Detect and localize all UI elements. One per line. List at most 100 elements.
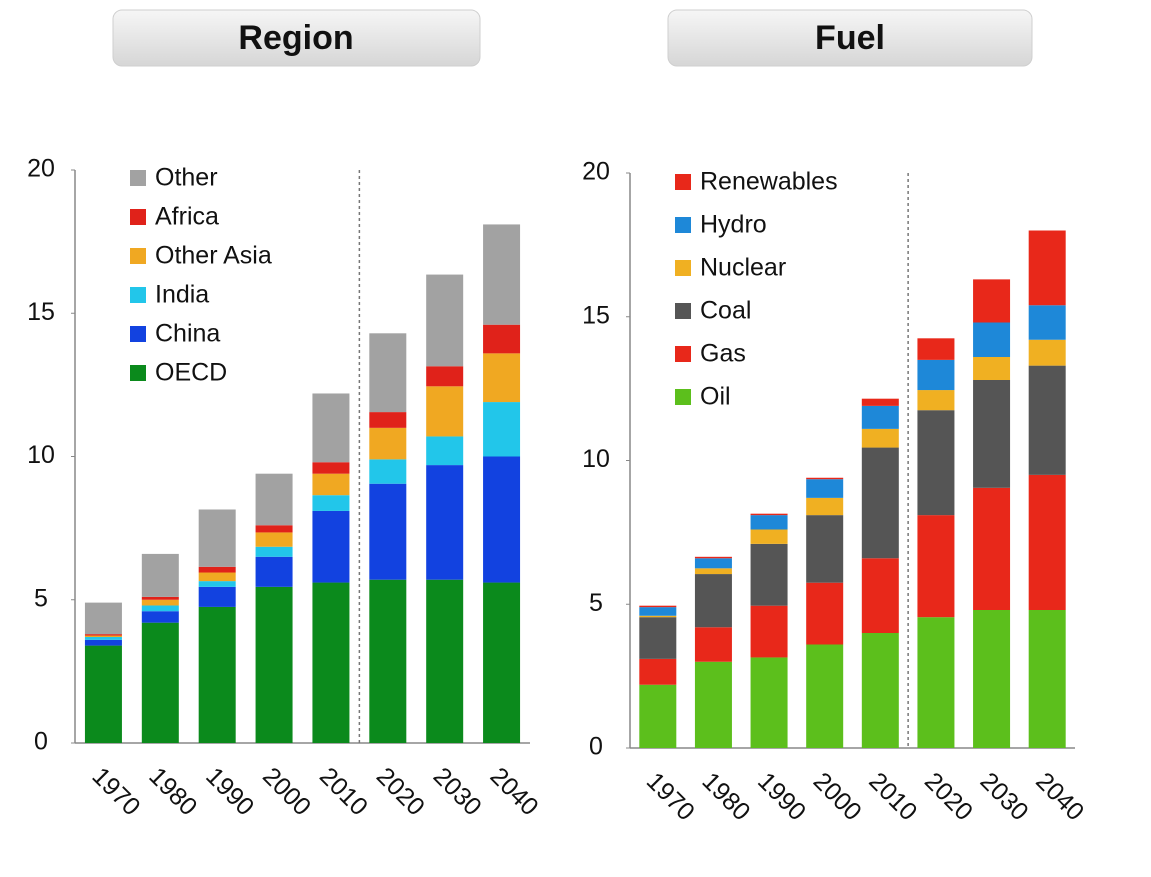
y-tick-label: 10 (582, 445, 610, 473)
bar-segment (84, 634, 122, 636)
x-tick-label: 2000 (257, 762, 316, 821)
chart-title: Region (238, 19, 353, 57)
bar-segment (1028, 610, 1066, 748)
bar-segment (255, 556, 293, 587)
bar-segment (917, 617, 955, 748)
legend-swatch (675, 217, 691, 233)
bar-segment (694, 627, 732, 662)
bar-segment (750, 513, 788, 516)
bar-segment (426, 274, 464, 367)
bar-segment (1028, 339, 1066, 366)
bar-segment (1028, 230, 1066, 306)
bar-segment (198, 509, 236, 567)
bar-segment (806, 497, 844, 516)
bar-segment (255, 525, 293, 533)
legend-label: Hydro (700, 211, 767, 239)
y-tick-label: 15 (27, 298, 55, 326)
x-tick-label: 2010 (314, 762, 373, 821)
bar-segment (917, 390, 955, 411)
x-tick-label: 2040 (1030, 767, 1089, 826)
bar-segment (973, 487, 1011, 610)
bar-segment (141, 611, 179, 623)
bar-segment (694, 568, 732, 575)
legend-swatch (675, 389, 691, 405)
legend-label: Other Asia (155, 242, 272, 270)
legend-label: Gas (700, 340, 746, 368)
legend-swatch (130, 209, 146, 225)
bar-segment (426, 465, 464, 580)
y-tick-label: 10 (27, 441, 55, 469)
title-box (667, 9, 1033, 67)
bar-segment (141, 599, 179, 606)
bar-segment (639, 684, 677, 748)
bar-segment (973, 380, 1011, 488)
x-tick-label: 2030 (975, 767, 1034, 826)
bar-segment (861, 405, 899, 429)
legend-label: OECD (155, 359, 227, 387)
bar-segment (198, 581, 236, 587)
bar-segment (141, 553, 179, 597)
bar-segment (426, 436, 464, 466)
y-tick-label: 0 (589, 733, 603, 761)
bar-segment (369, 459, 407, 484)
bar-segment (917, 410, 955, 516)
chart-title: Fuel (815, 19, 885, 57)
bar-segment (84, 635, 122, 637)
y-tick-label: 0 (34, 728, 48, 756)
legend-label: Africa (155, 203, 219, 231)
bar-segment (312, 582, 350, 743)
x-tick-label: 1990 (200, 762, 259, 821)
bar-segment (639, 617, 677, 659)
legend-swatch (130, 287, 146, 303)
x-tick-label: 2020 (371, 762, 430, 821)
bar-segment (973, 279, 1011, 323)
bar-segment (917, 338, 955, 360)
x-tick-label: 2010 (863, 767, 922, 826)
bar-segment (806, 644, 844, 748)
bar-segment (639, 607, 677, 616)
y-tick-label: 5 (34, 584, 48, 612)
bar-segment (750, 515, 788, 530)
bar-segment (369, 427, 407, 460)
legend-label: Coal (700, 297, 751, 325)
bar-segment (917, 515, 955, 618)
bar-segment (694, 556, 732, 559)
bar-segment (198, 606, 236, 743)
bar-segment (639, 605, 677, 608)
y-tick-label: 20 (27, 155, 55, 183)
bar-segment (426, 386, 464, 437)
legend-label: Renewables (700, 168, 838, 196)
bar-segment (312, 393, 350, 463)
bar-segment (198, 572, 236, 582)
y-tick-label: 5 (589, 589, 603, 617)
legend-swatch (130, 365, 146, 381)
legend-swatch (675, 303, 691, 319)
x-tick-label: 1990 (752, 767, 811, 826)
title-box (112, 9, 481, 67)
bar-segment (141, 605, 179, 612)
bar-segment (369, 483, 407, 580)
x-tick-label: 1970 (87, 762, 146, 821)
bar-segment (1028, 365, 1066, 475)
y-tick-label: 15 (582, 301, 610, 329)
x-tick-label: 1980 (697, 767, 756, 826)
bar-segment (750, 543, 788, 606)
legend-swatch (130, 248, 146, 264)
legend-label: Nuclear (700, 254, 786, 282)
bar-segment (312, 462, 350, 474)
bar-segment (426, 579, 464, 743)
legend-label: Oil (700, 383, 731, 411)
bar-segment (973, 357, 1011, 380)
bar-segment (483, 582, 521, 743)
x-tick-label: 2000 (808, 767, 867, 826)
bar-segment (750, 657, 788, 748)
y-tick-label: 20 (582, 158, 610, 186)
bar-segment (141, 596, 179, 600)
bar-segment (806, 479, 844, 498)
bar-segment (861, 398, 899, 406)
bar-segment (255, 473, 293, 526)
bar-segment (255, 586, 293, 743)
bar-segment (255, 546, 293, 557)
